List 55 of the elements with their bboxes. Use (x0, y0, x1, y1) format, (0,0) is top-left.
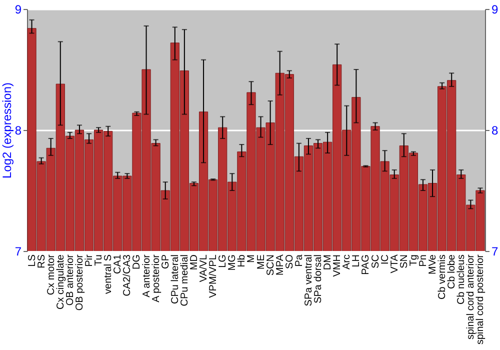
x-tick-label: Cb vermis (437, 254, 448, 300)
x-tick-label: M (246, 254, 258, 263)
x-tick-label: CA2/CA3 (122, 254, 134, 296)
x-tick-label: MVe (428, 254, 439, 275)
x-tick-label: Pir (84, 254, 96, 267)
x-tick-label: Arc (342, 254, 353, 270)
x-tick-label: MD (188, 254, 200, 270)
x-tick-label: RS (36, 254, 48, 268)
x-tick-label: Cb nucleus (456, 254, 468, 305)
x-tick-label: LS (26, 254, 38, 267)
x-tick-label: spinal cord posterior (475, 254, 486, 345)
x-tick-label: A posterior (150, 254, 162, 302)
x-tick-label: Cx cingulate (55, 254, 66, 310)
x-tick-label: SC (370, 254, 382, 268)
x-tick-label: SN (398, 254, 410, 268)
x-tick-label: ventral S (103, 254, 114, 294)
y-tick-label: 8 (14, 124, 22, 138)
x-tick-label: CPu lateral (170, 254, 181, 304)
x-tick-label: Hb (236, 254, 248, 268)
x-tick-label: spinal cord anterior (466, 254, 477, 340)
y-tick-label: 7 (14, 244, 22, 258)
x-tick-label: Tg (408, 254, 420, 266)
x-tick-label: CA1 (112, 254, 124, 274)
x-tick-label: MG (227, 254, 238, 271)
x-tick-label: SPa ventral (303, 254, 314, 306)
x-tick-label: LG (218, 254, 229, 268)
x-tick-label: VTA (389, 254, 400, 274)
x-tick-label: ME (256, 254, 267, 270)
x-tick-label: Pa (294, 254, 305, 267)
x-tick-label: MPA (274, 254, 286, 276)
x-tick-label: OB posterior (74, 254, 86, 311)
y2-tick-label: 9 (492, 2, 498, 16)
x-tick-label: SO (284, 254, 296, 269)
x-tick-label: IC (380, 254, 391, 264)
x-tick-label: VA/VL (198, 254, 210, 282)
x-tick-label: Tu (94, 254, 105, 266)
x-tick-label: VMH (332, 254, 344, 277)
x-tick-label: OB anterior (64, 254, 76, 306)
y-tick-label: 9 (14, 2, 22, 16)
x-tick-label: Cx motor (46, 254, 57, 296)
x-tick-label: A anterior (141, 254, 152, 298)
y-axis-title: Log2 (expression) (0, 82, 14, 179)
x-tick-label: DG (132, 254, 143, 270)
x-tick-label: GP (160, 254, 172, 269)
x-tick-label: CPu medial (179, 254, 190, 306)
x-tick-label: LH (351, 254, 362, 268)
y2-tick-label: 7 (492, 244, 498, 258)
x-tick-label: PAG (360, 254, 372, 275)
x-tick-label: VPM/VPL (208, 254, 220, 298)
y2-tick-label: 8 (492, 124, 498, 138)
x-tick-label: Pn (418, 254, 429, 267)
x-tick-label: SPa dorsal (313, 254, 324, 304)
x-tick-label: DM (322, 254, 334, 270)
x-tick-label: Cb lobe (446, 254, 458, 289)
x-tick-label: SCN (265, 254, 276, 276)
